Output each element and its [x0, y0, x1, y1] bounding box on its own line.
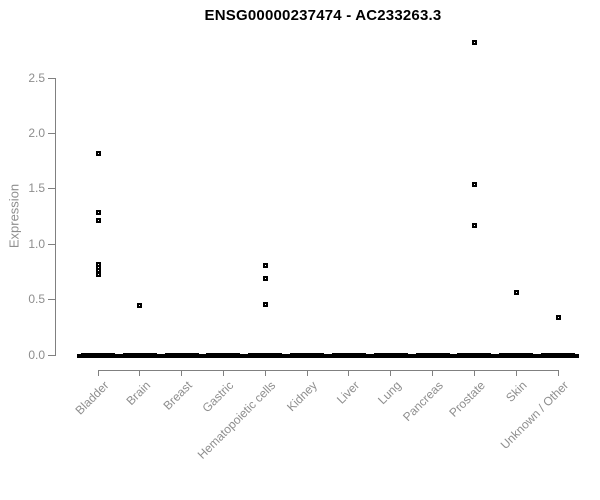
zero-cluster-nub	[202, 354, 207, 358]
x-tick	[473, 370, 475, 376]
zero-cluster-nub	[575, 354, 579, 358]
y-axis-line	[55, 78, 56, 355]
zero-cluster-nub	[369, 354, 374, 358]
zero-cluster-nub	[244, 354, 249, 358]
y-tick-label: 2.0	[28, 125, 45, 140]
data-point	[471, 40, 477, 46]
x-tick	[139, 370, 141, 376]
zero-cluster-nub	[115, 354, 119, 358]
x-tick	[264, 370, 266, 376]
x-tick-label: Prostate	[446, 378, 488, 420]
zero-cluster-nub	[407, 354, 412, 358]
data-point	[262, 262, 268, 268]
data-point	[137, 302, 143, 308]
zero-cluster-nub	[324, 354, 329, 358]
zero-cluster-bar	[206, 352, 241, 358]
data-point	[95, 271, 101, 277]
zero-cluster-nub	[537, 354, 541, 358]
zero-cluster-nub	[118, 354, 123, 358]
zero-cluster-bar	[331, 352, 366, 358]
y-tick	[48, 77, 56, 79]
zero-cluster-bar	[373, 352, 408, 358]
zero-cluster-nub	[156, 354, 161, 358]
x-tick-label: Gastric	[199, 378, 237, 416]
zero-cluster-nub	[77, 354, 81, 358]
zero-cluster-bar	[457, 352, 492, 358]
zero-cluster-nub	[411, 354, 416, 358]
x-tick	[181, 370, 183, 376]
x-tick-label: Brain	[123, 378, 154, 409]
zero-cluster-nub	[495, 354, 500, 358]
x-tick-label: Hematopoietic cells	[195, 378, 279, 462]
x-tick	[348, 370, 350, 376]
y-tick-label: 0.5	[28, 292, 45, 307]
zero-cluster-nub	[286, 354, 291, 358]
data-point	[95, 209, 101, 215]
data-point	[262, 301, 268, 307]
zero-cluster-bar	[81, 352, 115, 358]
y-tick	[48, 354, 56, 356]
y-tick	[48, 132, 56, 134]
x-tick	[306, 370, 308, 376]
x-tick-label: Bladder	[72, 378, 112, 418]
x-tick-label: Lung	[375, 378, 404, 408]
data-point	[471, 222, 477, 228]
x-tick-label: Pancreas	[399, 378, 446, 425]
zero-cluster-bar	[415, 352, 450, 358]
zero-cluster-bar	[541, 352, 575, 358]
zero-cluster-nub	[533, 354, 538, 358]
x-tick-label: Kidney	[284, 378, 321, 415]
zero-cluster-bar	[499, 352, 534, 358]
zero-cluster-bar	[122, 352, 157, 358]
data-point	[95, 150, 101, 156]
data-point	[95, 218, 101, 224]
y-tick	[48, 299, 56, 301]
x-axis-line	[97, 370, 559, 371]
y-tick-label: 0.0	[28, 347, 45, 362]
zero-cluster-nub	[491, 354, 496, 358]
x-tick	[515, 370, 517, 376]
x-tick-label: Skin	[502, 378, 530, 405]
y-tick-label: 2.5	[28, 70, 45, 85]
zero-cluster-nub	[365, 354, 370, 358]
x-tick-label: Liver	[333, 378, 363, 407]
y-tick-label: 1.0	[28, 236, 45, 251]
zero-cluster-nub	[453, 354, 458, 358]
zero-cluster-nub	[449, 354, 454, 358]
chart-title: ENSG00000237474 - AC233263.3	[204, 7, 442, 24]
data-point	[471, 181, 477, 187]
data-point	[262, 276, 268, 282]
data-point	[555, 314, 561, 320]
x-tick	[390, 370, 392, 376]
zero-cluster-bar	[290, 352, 325, 358]
y-tick	[48, 243, 56, 245]
zero-cluster-nub	[282, 354, 287, 358]
zero-cluster-nub	[240, 354, 245, 358]
y-tick-label: 1.5	[28, 181, 45, 196]
zero-cluster-nub	[327, 354, 332, 358]
x-tick-label: Breast	[160, 378, 195, 413]
x-tick	[432, 370, 434, 376]
zero-cluster-bar	[248, 352, 283, 358]
x-tick	[222, 370, 224, 376]
data-point	[513, 290, 519, 296]
y-tick	[48, 188, 56, 190]
zero-cluster-nub	[198, 354, 203, 358]
zero-cluster-nub	[160, 354, 165, 358]
zero-cluster-bar	[164, 352, 199, 358]
x-tick	[557, 370, 559, 376]
x-tick	[97, 370, 99, 376]
